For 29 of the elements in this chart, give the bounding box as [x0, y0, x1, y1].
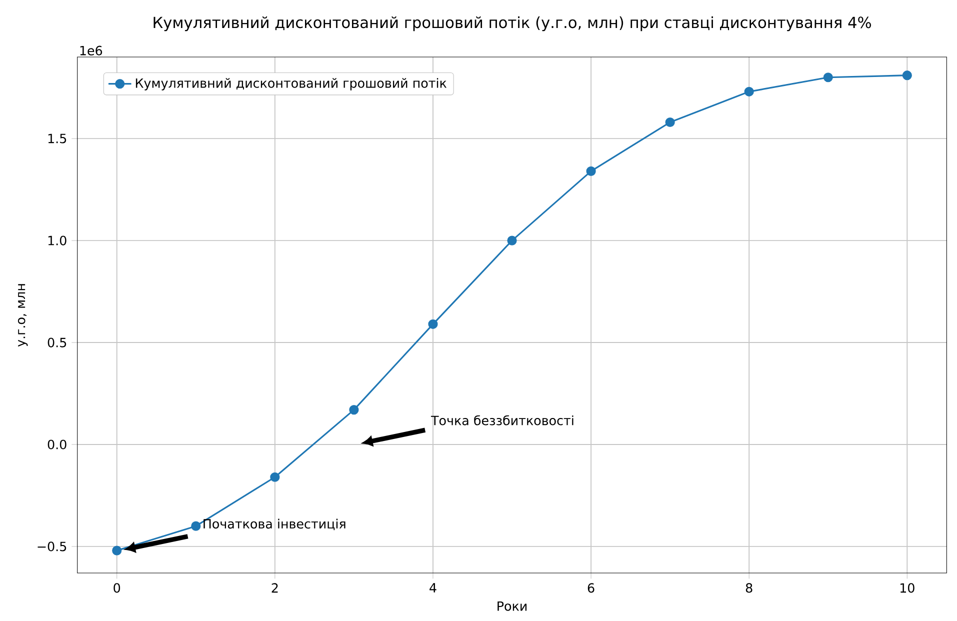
point — [428, 319, 438, 329]
x-tick-label: 4 — [430, 583, 436, 592]
point — [112, 546, 122, 556]
legend-label: Кумулятивний дисконтований грошовий потік — [136, 78, 447, 90]
point — [586, 166, 596, 176]
y-tick-label: 0.0 — [48, 440, 66, 450]
point — [665, 117, 675, 128]
point — [744, 86, 754, 96]
y-axis-title: у.г.о, млн — [18, 284, 28, 347]
x-axis-title: Роки — [498, 601, 526, 611]
y-tick-label: −0.5 — [38, 542, 66, 552]
text: 1e6 — [80, 46, 102, 56]
x-tick-label: 8 — [746, 583, 752, 593]
x-tick-label: 10 — [900, 583, 914, 593]
point — [270, 472, 280, 482]
point — [823, 72, 833, 82]
annotation: Точка беззбитковості — [430, 415, 574, 426]
y-tick-label: 1.0 — [48, 236, 66, 246]
y-tick-label: 0.5 — [48, 338, 66, 348]
point — [507, 236, 517, 246]
y-tick-label: 1.5 — [48, 134, 66, 144]
point — [349, 405, 359, 415]
chart-title: Кумулятивний дисконтований грошовий потік (у.г.о, млн) при ставці дисконтування 4% — [154, 16, 871, 32]
x-tick-label: 6 — [588, 583, 594, 593]
point — [191, 521, 201, 531]
x-tick-label: 0 — [114, 583, 120, 593]
x-tick-label: 2 — [272, 583, 278, 593]
annotation: Початкова інвестиція — [204, 518, 346, 530]
point — [902, 70, 912, 80]
